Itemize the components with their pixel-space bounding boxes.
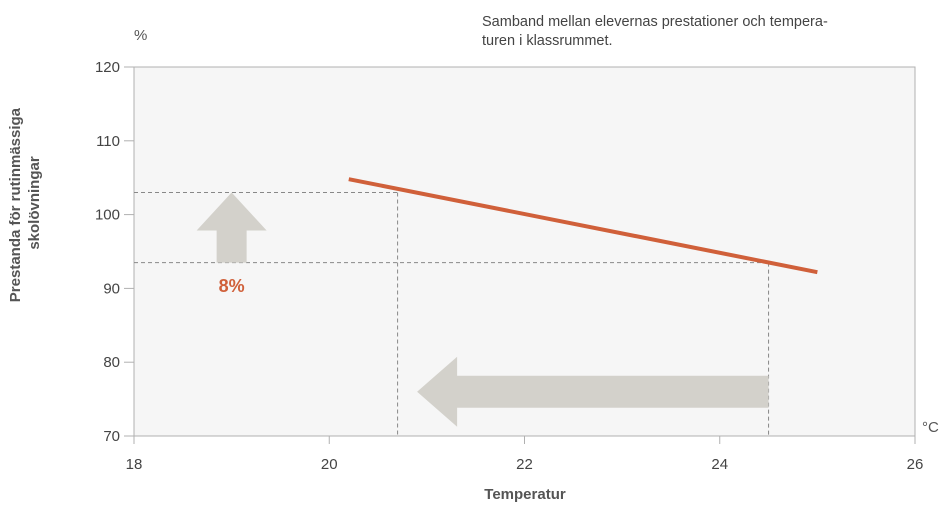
- x-tick-label: 24: [711, 456, 728, 473]
- y-axis-title-line-1: Prestanda för rutinmässiga: [7, 107, 24, 302]
- x-tick-label: 22: [516, 456, 533, 473]
- chart-title: Samband mellan elevernas prestationer oc…: [482, 13, 914, 51]
- annotation-label: 8%: [219, 276, 245, 296]
- chart-title-line-2: turen i klassrummet.: [482, 33, 613, 49]
- y-tick-label: 110: [96, 133, 120, 150]
- arrow-up-shape: [196, 192, 267, 263]
- y-axis-title-line-2: skolövningar: [26, 156, 43, 250]
- x-tick-label: 20: [321, 456, 338, 473]
- y-tick-label: 80: [103, 354, 120, 371]
- x-unit-label: °C: [922, 419, 939, 436]
- plot-background: [134, 67, 915, 436]
- x-tick-label: 26: [907, 456, 924, 473]
- y-unit-label: %: [134, 27, 147, 44]
- x-axis-title: Temperatur: [484, 486, 566, 503]
- y-tick-label: 120: [95, 59, 120, 76]
- arrow-left-shape: [417, 356, 769, 427]
- chart-title-line-1: Samband mellan elevernas prestationer oc…: [482, 14, 828, 30]
- y-tick-label: 70: [103, 428, 120, 445]
- y-tick-label: 100: [95, 207, 120, 224]
- y-tick-label: 90: [103, 280, 120, 297]
- x-tick-label: 18: [126, 456, 143, 473]
- series-line: [348, 177, 818, 275]
- y-axis-title: Prestanda för rutinmässiga skolövningar: [7, 104, 43, 302]
